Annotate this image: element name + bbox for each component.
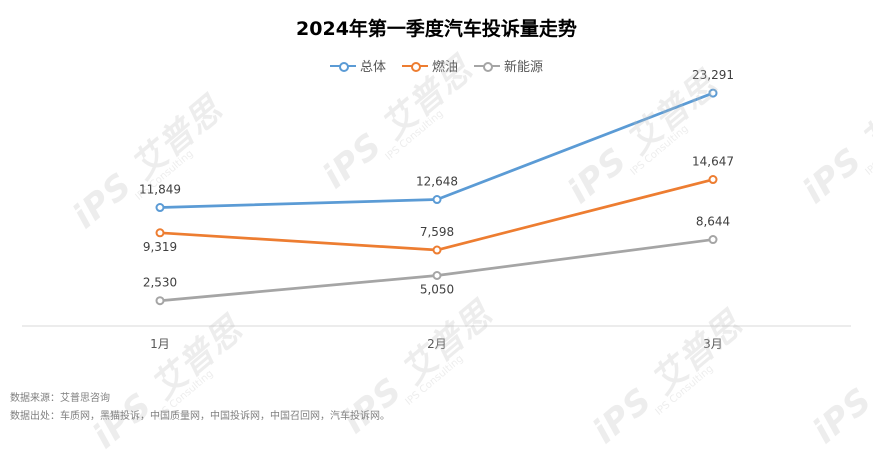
chart-legend: 总体 燃油 新能源 xyxy=(0,56,873,75)
legend-item-fuel[interactable]: 燃油 xyxy=(401,56,458,75)
data-point[interactable] xyxy=(432,271,442,280)
chart-footer: 数据来源：艾普思咨询 数据出处：车质网，黑猫投诉，中国质量网，中国投诉网，中国召… xyxy=(10,390,390,426)
x-tick-label: 1月 xyxy=(150,337,170,351)
data-label: 8,644 xyxy=(696,215,730,229)
legend-item-nev[interactable]: 新能源 xyxy=(474,56,543,75)
data-label: 9,319 xyxy=(143,240,177,254)
data-point[interactable] xyxy=(155,203,165,213)
legend-label-fuel: 燃油 xyxy=(431,60,458,75)
legend-swatch-total xyxy=(329,61,356,72)
data-label: 12,648 xyxy=(416,175,458,189)
legend-swatch-fuel xyxy=(401,61,428,72)
data-label: 5,050 xyxy=(420,283,454,297)
origin-note: 数据出处：车质网，黑猫投诉，中国质量网，中国投诉网，中国召回网，汽车投诉网。 xyxy=(10,411,390,422)
data-point[interactable] xyxy=(708,235,718,245)
line-chart: 1月 2月 3月 11,849 12,648 23,291 9,319 7,598 14,647… xyxy=(22,68,851,351)
series-line-1 xyxy=(159,178,714,252)
legend-item-total[interactable]: 总体 xyxy=(329,56,386,75)
data-point[interactable] xyxy=(432,195,442,205)
legend-label-nev: 新能源 xyxy=(504,60,544,75)
legend-swatch-nev xyxy=(474,61,500,72)
data-point[interactable] xyxy=(155,296,165,306)
data-point[interactable] xyxy=(155,228,165,238)
source-note: 数据来源：艾普思咨询 xyxy=(10,393,110,404)
series-line-0 xyxy=(159,91,714,209)
data-point[interactable] xyxy=(708,88,718,98)
x-tick-label: 2月 xyxy=(427,337,447,351)
chart-title: 2024年第一季度汽车投诉量走势 xyxy=(296,18,577,40)
data-label: 23,291 xyxy=(692,68,734,82)
data-point[interactable] xyxy=(708,175,718,185)
data-label: 7,598 xyxy=(420,225,454,239)
x-tick-label: 3月 xyxy=(703,337,723,351)
legend-label-total: 总体 xyxy=(359,60,386,75)
data-point[interactable] xyxy=(432,245,442,255)
data-label: 14,647 xyxy=(692,155,734,169)
data-label: 2,530 xyxy=(143,276,177,290)
data-label: 11,849 xyxy=(139,183,181,197)
